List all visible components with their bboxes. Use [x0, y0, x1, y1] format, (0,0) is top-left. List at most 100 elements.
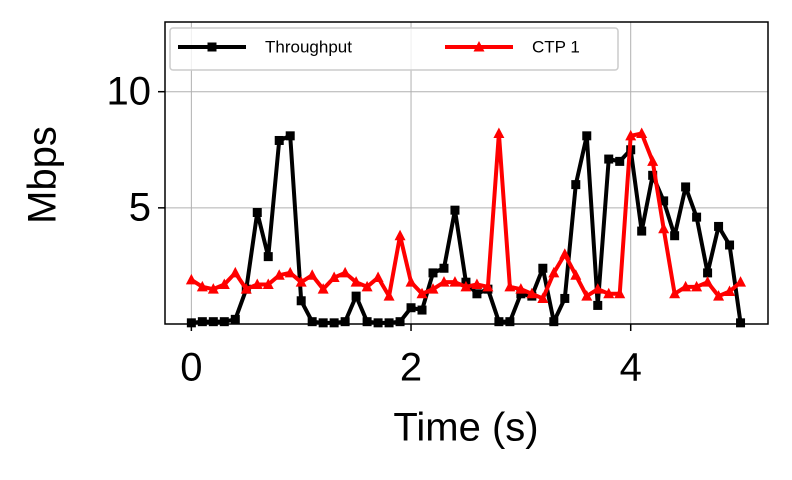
- data-point: [647, 155, 659, 166]
- data-point: [592, 283, 604, 294]
- data-point: [428, 268, 438, 278]
- data-point: [328, 271, 340, 283]
- data-point: [307, 317, 317, 327]
- data-point: [361, 280, 373, 292]
- y-tick-label: 10: [107, 69, 152, 113]
- data-point: [570, 269, 582, 280]
- data-point: [735, 276, 747, 287]
- x-tick-label: 4: [620, 346, 642, 390]
- data-point: [670, 231, 680, 241]
- data-point: [351, 291, 361, 301]
- data-point: [207, 283, 219, 294]
- data-point: [537, 292, 549, 303]
- y-tick-label: 5: [129, 185, 151, 229]
- data-point: [372, 271, 384, 283]
- data-point: [625, 129, 637, 141]
- data-point: [306, 269, 318, 280]
- data-point: [273, 269, 285, 280]
- data-point: [219, 317, 229, 327]
- x-axis-label: Time (s): [393, 406, 538, 450]
- data-point: [603, 287, 615, 299]
- data-point: [274, 135, 284, 145]
- data-point: [350, 276, 362, 287]
- data-point: [471, 278, 483, 290]
- data-point: [581, 290, 593, 301]
- data-point: [615, 156, 625, 166]
- data-point: [593, 300, 603, 310]
- data-point: [417, 305, 427, 315]
- data-point: [680, 280, 692, 292]
- y-axis-label: Mbps: [21, 126, 65, 224]
- data-point: [724, 285, 736, 296]
- x-tick-label: 0: [180, 346, 202, 390]
- data-point: [427, 283, 439, 294]
- data-point: [197, 317, 207, 327]
- data-point: [230, 314, 240, 324]
- data-point: [185, 273, 197, 285]
- data-point: [218, 278, 230, 290]
- data-point: [262, 278, 274, 290]
- data-point: [648, 170, 658, 180]
- data-point: [362, 317, 372, 327]
- data-point: [296, 296, 306, 306]
- data-point: [329, 318, 339, 328]
- data-point: [604, 154, 614, 164]
- data-point: [560, 293, 570, 303]
- data-point: [405, 276, 417, 287]
- data-point: [692, 212, 702, 222]
- data-point: [559, 248, 571, 259]
- data-point: [505, 317, 515, 327]
- data-point: [636, 127, 648, 139]
- data-point: [416, 287, 428, 299]
- data-point: [472, 289, 482, 299]
- data-point: [263, 252, 273, 262]
- legend-marker: [473, 41, 485, 52]
- data-point: [450, 205, 460, 215]
- legend: Throughput CTP 1: [169, 27, 619, 71]
- legend-marker: [207, 42, 217, 52]
- data-point: [394, 229, 406, 241]
- data-point: [229, 266, 241, 278]
- data-point: [691, 280, 703, 292]
- data-point: [714, 221, 724, 231]
- data-point: [317, 283, 329, 294]
- data-point: [318, 318, 328, 328]
- data-point: [493, 127, 505, 139]
- data-point: [516, 289, 526, 299]
- data-point: [538, 263, 548, 273]
- data-point: [681, 182, 691, 192]
- legend-label: Throughput: [265, 37, 352, 56]
- data-point: [658, 222, 670, 234]
- data-point: [339, 266, 351, 278]
- data-point: [395, 317, 405, 327]
- data-point: [526, 287, 538, 299]
- data-point: [659, 196, 669, 206]
- data-point: [295, 276, 307, 287]
- data-point: [725, 240, 735, 250]
- legend-label: CTP 1: [532, 37, 580, 56]
- data-point: [285, 131, 295, 141]
- data-point: [438, 276, 450, 287]
- data-point: [406, 303, 416, 313]
- data-point: [251, 278, 263, 290]
- data-point: [702, 276, 714, 287]
- data-point: [383, 290, 395, 301]
- data-point: [284, 266, 296, 278]
- data-point: [669, 287, 681, 299]
- x-tick-label: 2: [400, 346, 422, 390]
- data-point: [449, 276, 461, 287]
- legend-frame: [169, 27, 619, 71]
- data-point: [549, 317, 559, 327]
- data-point: [196, 280, 208, 292]
- data-point: [736, 318, 746, 328]
- data-point: [504, 280, 516, 292]
- data-point: [208, 317, 218, 327]
- data-point: [439, 263, 449, 273]
- plot-frame: [164, 21, 769, 325]
- data-point: [582, 131, 592, 141]
- data-point: [571, 180, 581, 190]
- data-point: [384, 318, 394, 328]
- series-line: [191, 133, 743, 325]
